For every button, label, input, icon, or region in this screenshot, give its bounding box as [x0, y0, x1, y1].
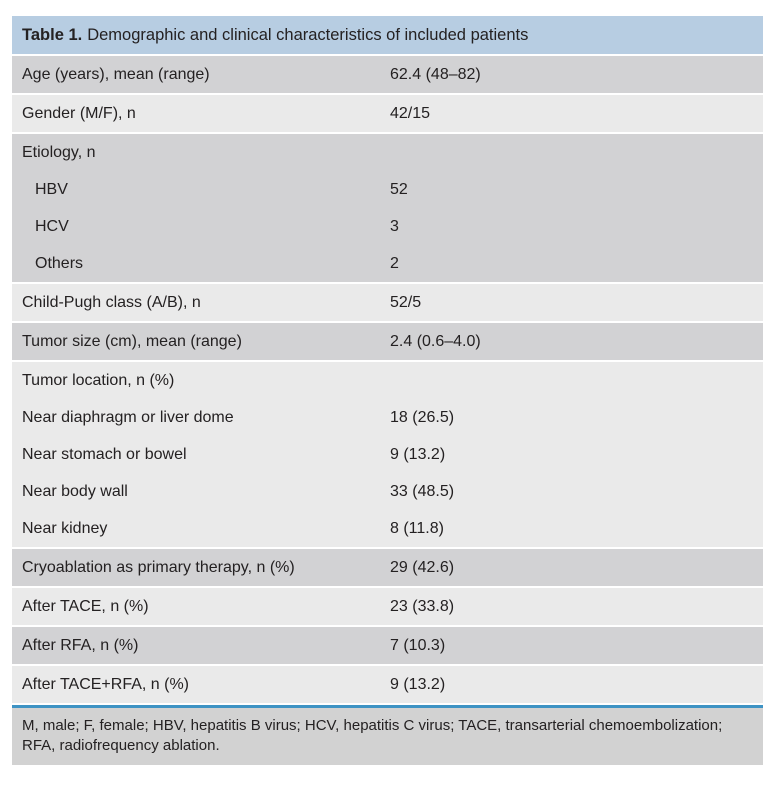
row-value: 3: [390, 218, 399, 235]
table-row-child-pugh: Child-Pugh class (A/B), n 52/5: [12, 284, 763, 323]
table-row-tumor-location: Tumor location, n (%): [12, 362, 763, 399]
row-label: Near diaphragm or liver dome: [22, 409, 234, 426]
row-value: 52: [390, 181, 408, 198]
row-label: Near kidney: [22, 520, 108, 537]
row-label: Others: [35, 255, 84, 272]
table-row-tumor-size: Tumor size (cm), mean (range) 2.4 (0.6–4…: [12, 323, 763, 362]
table-row-hbv: HBV 52: [12, 171, 763, 208]
table-row-gender: Gender (M/F), n 42/15: [12, 95, 763, 134]
table-title-text: Demographic and clinical characteristics…: [87, 26, 529, 44]
row-value: 9 (13.2): [390, 676, 446, 693]
row-label: Gender (M/F), n: [22, 105, 136, 122]
row-label: HCV: [35, 218, 69, 235]
table-row-hcv: HCV 3: [12, 208, 763, 245]
row-value: 23 (33.8): [390, 598, 455, 615]
row-label: Age (years), mean (range): [22, 66, 210, 83]
table-number-label: Table 1.: [22, 26, 83, 44]
row-label: Tumor size (cm), mean (range): [22, 333, 242, 350]
row-label: Tumor location, n (%): [22, 372, 175, 389]
footnote-divider-rule: [12, 705, 763, 708]
row-value: 2.4 (0.6–4.0): [390, 333, 481, 350]
row-value: 52/5: [390, 294, 422, 311]
table-row-after-tace: After TACE, n (%) 23 (33.8): [12, 588, 763, 627]
row-value: 2: [390, 255, 399, 272]
row-value: 9 (13.2): [390, 446, 446, 463]
row-value: 62.4 (48–82): [390, 66, 481, 83]
row-label: After TACE+RFA, n (%): [22, 676, 190, 693]
table-row-near-diaphragm: Near diaphragm or liver dome 18 (26.5): [12, 399, 763, 436]
table-footnote: M, male; F, female; HBV, hepatitis B vir…: [12, 708, 763, 765]
row-value: 29 (42.6): [390, 559, 455, 576]
row-label: Near stomach or bowel: [22, 446, 187, 463]
row-label: HBV: [35, 181, 68, 198]
demographics-table: Table 1. Demographic and clinical charact…: [12, 16, 763, 765]
table-row-near-body-wall: Near body wall 33 (48.5): [12, 473, 763, 510]
row-label: Near body wall: [22, 483, 128, 500]
row-value: 7 (10.3): [390, 637, 446, 654]
row-value: 42/15: [390, 105, 431, 122]
row-label: Child-Pugh class (A/B), n: [22, 294, 201, 311]
row-value: 18 (26.5): [390, 409, 455, 426]
table-row-cryoablation: Cryoablation as primary therapy, n (%) 2…: [12, 549, 763, 588]
row-value: 33 (48.5): [390, 483, 455, 500]
row-label: After RFA, n (%): [22, 637, 139, 654]
table-title: Table 1. Demographic and clinical charact…: [12, 16, 763, 56]
table-row-after-tace-rfa: After TACE+RFA, n (%) 9 (13.2): [12, 666, 763, 705]
table-row-age: Age (years), mean (range) 62.4 (48–82): [12, 56, 763, 95]
table-row-others: Others 2: [12, 245, 763, 284]
row-label: After TACE, n (%): [22, 598, 149, 615]
table-row-near-kidney: Near kidney 8 (11.8): [12, 510, 763, 549]
table-row-near-stomach: Near stomach or bowel 9 (13.2): [12, 436, 763, 473]
row-label: Etiology, n: [22, 144, 96, 161]
table-row-etiology: Etiology, n: [12, 134, 763, 171]
table-row-after-rfa: After RFA, n (%) 7 (10.3): [12, 627, 763, 666]
row-label: Cryoablation as primary therapy, n (%): [22, 559, 295, 576]
row-value: 8 (11.8): [390, 520, 444, 537]
